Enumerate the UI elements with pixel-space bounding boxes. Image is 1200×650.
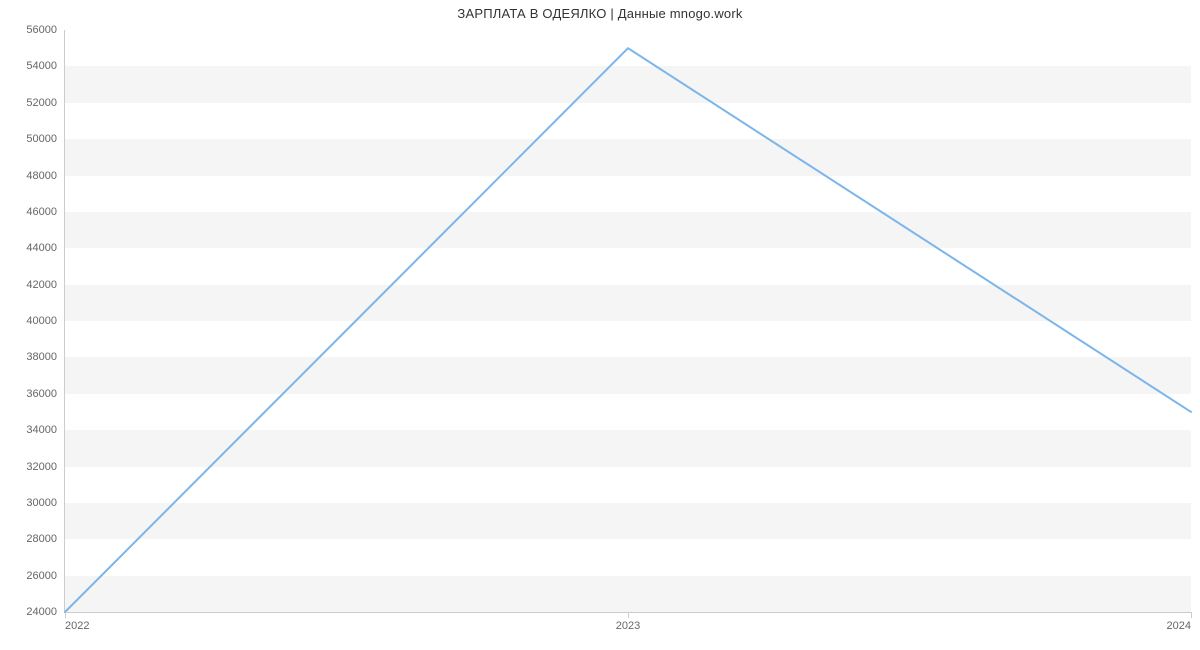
y-tick-label: 36000 xyxy=(26,388,57,400)
y-tick-label: 34000 xyxy=(26,424,57,436)
line-series xyxy=(65,30,1191,612)
y-tick-label: 56000 xyxy=(26,24,57,36)
x-tick-mark xyxy=(628,612,629,618)
y-tick-label: 26000 xyxy=(26,570,57,582)
x-tick-mark xyxy=(1191,612,1192,618)
x-tick-mark xyxy=(65,612,66,618)
y-tick-label: 54000 xyxy=(26,60,57,72)
y-tick-label: 42000 xyxy=(26,279,57,291)
plot-area: 2400026000280003000032000340003600038000… xyxy=(64,30,1191,613)
y-tick-label: 48000 xyxy=(26,170,57,182)
y-tick-label: 40000 xyxy=(26,315,57,327)
y-tick-label: 28000 xyxy=(26,533,57,545)
salary-line xyxy=(65,48,1191,612)
x-tick-label: 2024 xyxy=(1167,620,1191,632)
y-tick-label: 46000 xyxy=(26,206,57,218)
y-tick-label: 50000 xyxy=(26,133,57,145)
y-tick-label: 44000 xyxy=(26,242,57,254)
y-tick-label: 38000 xyxy=(26,351,57,363)
y-tick-label: 32000 xyxy=(26,461,57,473)
y-tick-label: 52000 xyxy=(26,97,57,109)
x-tick-label: 2023 xyxy=(616,620,640,632)
x-tick-label: 2022 xyxy=(65,620,89,632)
y-tick-label: 30000 xyxy=(26,497,57,509)
y-tick-label: 24000 xyxy=(26,606,57,618)
chart-title: ЗАРПЛАТА В ОДЕЯЛКО | Данные mnogo.work xyxy=(0,6,1200,21)
salary-chart: ЗАРПЛАТА В ОДЕЯЛКО | Данные mnogo.work 2… xyxy=(0,0,1200,650)
